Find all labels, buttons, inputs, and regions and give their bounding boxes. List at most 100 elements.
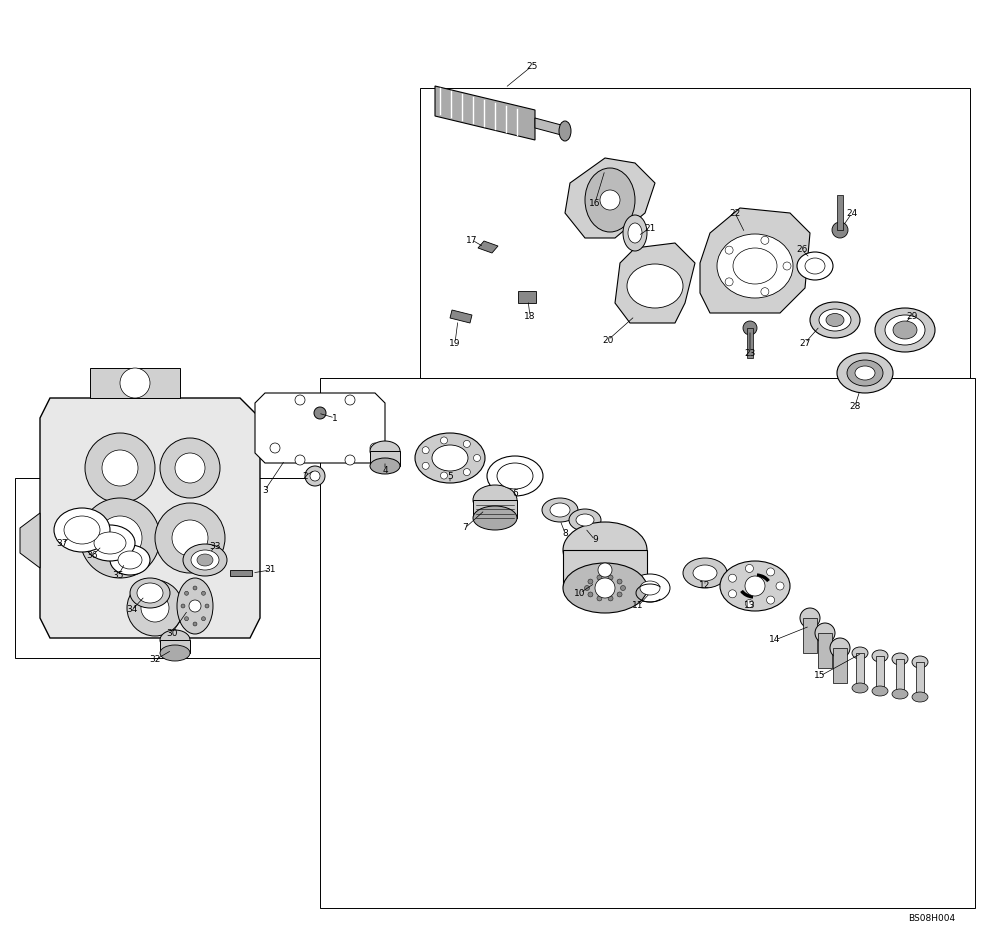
Bar: [803, 618, 817, 653]
Ellipse shape: [640, 581, 660, 595]
Text: 4: 4: [382, 465, 388, 475]
Bar: [747, 328, 753, 358]
Circle shape: [102, 450, 138, 486]
Circle shape: [761, 287, 769, 296]
Ellipse shape: [819, 309, 851, 331]
Bar: [563, 550, 647, 588]
Ellipse shape: [893, 321, 917, 339]
Ellipse shape: [826, 314, 844, 326]
Ellipse shape: [810, 302, 860, 338]
Ellipse shape: [569, 509, 601, 531]
Polygon shape: [20, 513, 40, 568]
Circle shape: [155, 503, 225, 573]
Polygon shape: [15, 478, 320, 658]
Circle shape: [588, 579, 593, 584]
Ellipse shape: [872, 650, 888, 662]
Circle shape: [440, 437, 447, 444]
Text: 16: 16: [589, 198, 601, 208]
Circle shape: [728, 590, 736, 598]
Circle shape: [832, 222, 848, 238]
Circle shape: [595, 578, 615, 598]
Ellipse shape: [627, 264, 683, 308]
Circle shape: [588, 592, 593, 597]
Text: 1: 1: [332, 413, 338, 423]
Ellipse shape: [628, 223, 642, 243]
Ellipse shape: [559, 121, 571, 141]
Ellipse shape: [487, 456, 543, 496]
Circle shape: [463, 468, 470, 476]
Bar: [518, 291, 536, 303]
Circle shape: [370, 443, 380, 453]
Ellipse shape: [855, 366, 875, 380]
Circle shape: [201, 592, 205, 595]
Circle shape: [201, 617, 205, 621]
Ellipse shape: [64, 516, 100, 544]
Ellipse shape: [720, 561, 790, 611]
Ellipse shape: [118, 551, 142, 569]
Ellipse shape: [94, 532, 126, 554]
Ellipse shape: [130, 578, 170, 608]
Ellipse shape: [630, 574, 670, 602]
Ellipse shape: [473, 485, 517, 515]
Bar: [833, 648, 847, 683]
Circle shape: [422, 463, 429, 469]
Ellipse shape: [733, 248, 777, 284]
Ellipse shape: [852, 647, 868, 659]
Circle shape: [141, 594, 169, 622]
Bar: [90, 368, 180, 398]
Text: 28: 28: [849, 402, 861, 410]
Text: 30: 30: [166, 629, 178, 637]
Bar: [160, 640, 190, 653]
Circle shape: [597, 575, 602, 580]
Circle shape: [767, 596, 775, 604]
Bar: [916, 662, 924, 697]
Ellipse shape: [177, 578, 213, 634]
Ellipse shape: [892, 653, 908, 665]
Circle shape: [830, 638, 850, 658]
Ellipse shape: [432, 445, 468, 471]
Ellipse shape: [693, 565, 717, 581]
Text: 12: 12: [699, 581, 711, 591]
Circle shape: [725, 246, 733, 254]
Ellipse shape: [837, 353, 893, 393]
Bar: [837, 195, 843, 230]
Ellipse shape: [183, 544, 227, 576]
Circle shape: [98, 516, 142, 560]
Polygon shape: [565, 158, 655, 238]
Circle shape: [620, 586, 626, 591]
Ellipse shape: [717, 234, 793, 298]
Text: 34: 34: [126, 606, 138, 614]
Circle shape: [345, 455, 355, 465]
Text: 26: 26: [796, 246, 808, 254]
Circle shape: [776, 582, 784, 590]
Circle shape: [617, 592, 622, 597]
Text: 25: 25: [526, 62, 538, 70]
Ellipse shape: [576, 514, 594, 526]
Polygon shape: [255, 393, 385, 463]
Text: 18: 18: [524, 312, 536, 320]
Text: 22: 22: [729, 209, 741, 217]
Text: 19: 19: [449, 338, 461, 348]
Polygon shape: [535, 118, 565, 136]
Ellipse shape: [85, 525, 135, 561]
Circle shape: [608, 575, 613, 580]
Ellipse shape: [370, 441, 400, 461]
Ellipse shape: [885, 315, 925, 345]
Circle shape: [85, 433, 155, 503]
Circle shape: [181, 604, 185, 608]
Ellipse shape: [875, 308, 935, 352]
Text: 27: 27: [799, 338, 811, 348]
Text: 20: 20: [602, 336, 614, 344]
Circle shape: [608, 596, 613, 601]
Circle shape: [295, 455, 305, 465]
Text: 14: 14: [769, 635, 781, 645]
Text: 17: 17: [466, 235, 478, 245]
Circle shape: [761, 236, 769, 245]
Polygon shape: [420, 88, 970, 378]
Ellipse shape: [847, 360, 883, 386]
Circle shape: [745, 599, 753, 608]
Circle shape: [800, 608, 820, 628]
Ellipse shape: [54, 508, 110, 552]
Circle shape: [345, 395, 355, 405]
Ellipse shape: [191, 550, 219, 570]
